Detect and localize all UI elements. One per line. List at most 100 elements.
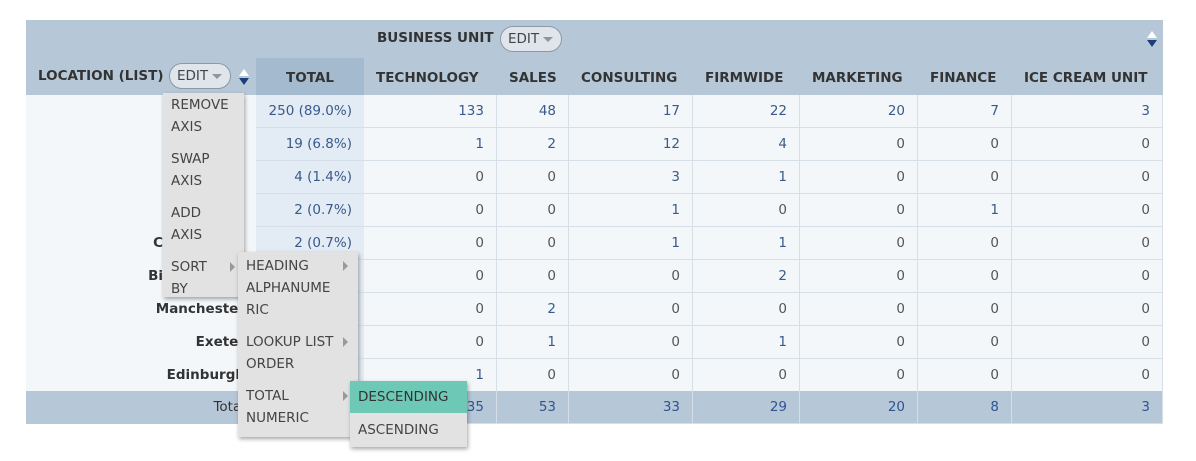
value-cell: 22 [693,95,800,128]
value-cell: 0 [364,161,497,194]
value-cell: 8 [918,391,1012,424]
value-cell: 1 [693,161,800,194]
total-cell-bg [256,194,364,227]
value-cell: 0 [497,359,569,392]
value-cell: 0 [364,194,497,227]
order-menu-item[interactable]: ASCENDING [358,422,439,438]
row-axis-edit-button[interactable]: EDIT [169,63,232,89]
value-cell: 20 [800,95,918,128]
value-cell: 3 [1012,95,1163,128]
value-cell: 0 [364,293,497,326]
sort-menu-item[interactable]: TOTAL NUMERIC [238,385,348,429]
value-cell: 29 [693,391,800,424]
axis-menu-item[interactable]: ADD AXIS [171,205,203,243]
row-axis-label: LOCATION (LIST) [38,68,164,84]
value-cell: 17 [569,95,693,128]
value-cell: 0 [1012,326,1163,359]
order-menu-item[interactable]: DESCENDING [350,381,467,413]
row-bg [26,293,1163,326]
row-label: Edinburgh [166,367,245,383]
row-bg [26,326,1163,359]
column-header: CONSULTING [581,70,678,86]
total-cell-bg [256,161,364,194]
axis-menu: REMOVE AXIS SWAP AXIS ADD AXIS SORT BY [163,93,244,297]
value-cell: 0 [1012,260,1163,293]
row-label: Bi [148,268,163,284]
row-label: C [153,235,163,251]
value-cell: 0 [1012,128,1163,161]
value-cell: 1 [569,227,693,260]
axis-menu-item[interactable]: REMOVE AXIS [171,97,229,135]
total-cell-bg [256,95,364,128]
total-row-label: Total [213,399,245,415]
column-axis-label: BUSINESS UNIT [377,30,494,46]
total-cell: 2 (0.7%) [294,235,352,251]
column-header: TECHNOLOGY [376,70,479,86]
sort-menu-item[interactable]: HEADING ALPHANUMERIC [238,255,348,321]
value-cell: 2 [497,128,569,161]
sort-menu: HEADING ALPHANUMERIC LOOKUP LIST ORDER TOT… [238,252,358,437]
row-bg [26,359,1163,392]
value-cell: 0 [800,194,918,227]
column-sort-icon[interactable] [1147,31,1157,49]
value-cell: 0 [497,161,569,194]
total-cell: 19 (6.8%) [285,136,352,152]
value-cell: 0 [1012,161,1163,194]
value-cell: 1 [364,128,497,161]
value-cell: 0 [800,227,918,260]
value-cell: 0 [364,227,497,260]
value-cell: 0 [693,194,800,227]
value-cell: 1 [918,194,1012,227]
row-sort-icon[interactable] [239,69,249,87]
total-cell: 4 (1.4%) [294,169,352,185]
total-cell-bg [256,128,364,161]
row-label: Exeter [195,334,245,350]
column-header: ICE CREAM UNIT [1024,70,1148,86]
value-cell: 0 [693,293,800,326]
axis-menu-item[interactable]: SORT BY [163,256,235,300]
value-cell: 48 [497,95,569,128]
value-cell: 0 [918,293,1012,326]
value-cell: 53 [497,391,569,424]
value-cell: 7 [918,95,1012,128]
value-cell: 12 [569,128,693,161]
column-axis-edit-button[interactable]: EDIT [500,26,563,52]
total-cell: 250 (89.0%) [268,103,352,119]
value-cell: 0 [497,194,569,227]
row-bg [26,391,1163,424]
value-cell: 0 [918,128,1012,161]
value-cell: 0 [1012,227,1163,260]
row-label: Manchester [155,301,245,317]
column-header: SALES [509,70,557,86]
value-cell: 0 [569,359,693,392]
value-cell: 0 [1012,359,1163,392]
value-cell: 3 [1012,391,1163,424]
value-cell: 3 [569,161,693,194]
value-cell: 0 [364,260,497,293]
total-header-bg [256,58,364,95]
column-header: TOTAL [286,70,334,86]
value-cell: 0 [497,260,569,293]
value-cell: 1 [693,227,800,260]
value-cell: 0 [918,260,1012,293]
value-cell: 0 [569,260,693,293]
value-cell: 0 [800,161,918,194]
column-header: FINANCE [930,70,997,86]
value-cell: 0 [918,326,1012,359]
column-header: MARKETING [812,70,903,86]
sort-menu-item[interactable]: LOOKUP LIST ORDER [238,331,348,375]
value-cell: 0 [800,128,918,161]
value-cell: 0 [364,326,497,359]
value-cell: 2 [497,293,569,326]
order-menu: DESCENDING ASCENDING [350,381,467,447]
value-cell: 1 [497,326,569,359]
value-cell: 0 [800,260,918,293]
value-cell: 0 [1012,293,1163,326]
value-cell: 0 [569,326,693,359]
total-cell: 2 (0.7%) [294,202,352,218]
value-cell: 2 [693,260,800,293]
value-cell: 20 [800,391,918,424]
value-cell: 0 [1012,194,1163,227]
axis-menu-item[interactable]: SWAP AXIS [171,151,210,189]
